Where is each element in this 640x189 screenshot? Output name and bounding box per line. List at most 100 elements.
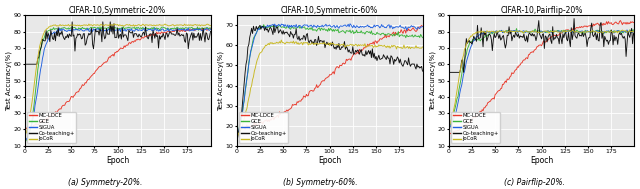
- Co-teaching+: [480, 30, 488, 32]
- JoCoR: [410, 47, 418, 49]
- SIGUA: [615, 30, 623, 32]
- JoCoR: [22, 133, 29, 135]
- GCE: [22, 140, 29, 142]
- SIGUA: [419, 26, 426, 28]
- JoCoR: [495, 30, 502, 32]
- Title: CIFAR-10,Symmetric-60%: CIFAR-10,Symmetric-60%: [281, 5, 378, 15]
- SIGUA: [245, 63, 253, 66]
- GCE: [192, 28, 200, 30]
- GCE: [457, 79, 465, 81]
- Title: CIFAR-10,Pairflip-20%: CIFAR-10,Pairflip-20%: [500, 5, 583, 15]
- JoCoR: [192, 23, 200, 26]
- X-axis label: Epoch: Epoch: [318, 156, 341, 165]
- Text: (a) Symmetry-20%.: (a) Symmetry-20%.: [68, 178, 143, 187]
- Legend: MC-LDCE, GCE, SIGUA, Co-teaching+, JoCoR: MC-LDCE, GCE, SIGUA, Co-teaching+, JoCoR: [28, 112, 76, 143]
- GCE: [446, 125, 454, 128]
- JoCoR: [29, 92, 37, 94]
- Co-teaching+: [622, 55, 630, 58]
- SIGUA: [495, 30, 502, 33]
- JoCoR: [284, 42, 292, 44]
- SIGUA: [55, 27, 63, 29]
- X-axis label: Epoch: Epoch: [530, 156, 553, 165]
- MC-LDCE: [615, 23, 623, 25]
- Co-teaching+: [207, 30, 214, 33]
- MC-LDCE: [446, 133, 454, 135]
- GCE: [269, 26, 277, 28]
- GCE: [56, 27, 64, 30]
- JoCoR: [56, 23, 64, 26]
- JoCoR: [71, 24, 79, 26]
- Co-teaching+: [410, 63, 418, 65]
- MC-LDCE: [410, 28, 418, 31]
- SIGUA: [630, 30, 638, 32]
- Legend: MC-LDCE, GCE, SIGUA, Co-teaching+, JoCoR: MC-LDCE, GCE, SIGUA, Co-teaching+, JoCoR: [239, 112, 289, 143]
- Line: MC-LDCE: MC-LDCE: [26, 28, 211, 129]
- JoCoR: [241, 115, 249, 117]
- MC-LDCE: [404, 30, 412, 32]
- MC-LDCE: [29, 125, 37, 127]
- Co-teaching+: [72, 37, 80, 40]
- GCE: [207, 27, 214, 29]
- Y-axis label: Test Accuracy(%): Test Accuracy(%): [429, 50, 436, 111]
- SIGUA: [268, 24, 276, 26]
- Co-teaching+: [446, 71, 454, 74]
- SIGUA: [30, 113, 38, 115]
- Co-teaching+: [33, 63, 41, 65]
- Line: MC-LDCE: MC-LDCE: [450, 21, 634, 134]
- GCE: [241, 91, 249, 93]
- Line: Co-teaching+: Co-teaching+: [237, 25, 422, 138]
- JoCoR: [446, 124, 454, 126]
- GCE: [419, 36, 426, 39]
- Co-teaching+: [192, 35, 200, 38]
- Co-teaching+: [270, 24, 278, 26]
- GCE: [480, 36, 488, 39]
- SIGUA: [623, 29, 631, 31]
- SIGUA: [58, 29, 66, 32]
- JoCoR: [618, 29, 626, 31]
- Co-teaching+: [234, 136, 241, 139]
- GCE: [284, 26, 292, 28]
- Line: Co-teaching+: Co-teaching+: [26, 22, 211, 64]
- SIGUA: [73, 29, 81, 31]
- Legend: MC-LDCE, GCE, SIGUA, Co-teaching+, JoCoR: MC-LDCE, GCE, SIGUA, Co-teaching+, JoCoR: [451, 112, 500, 143]
- Co-teaching+: [22, 63, 29, 65]
- Co-teaching+: [495, 37, 502, 40]
- SIGUA: [410, 26, 418, 28]
- Co-teaching+: [630, 34, 638, 37]
- SIGUA: [234, 133, 241, 135]
- Text: (c) Pairflip-20%.: (c) Pairflip-20%.: [504, 178, 565, 187]
- GCE: [198, 27, 206, 29]
- SIGUA: [621, 31, 629, 33]
- MC-LDCE: [284, 110, 292, 112]
- Co-teaching+: [29, 63, 37, 65]
- GCE: [33, 77, 41, 79]
- JoCoR: [198, 24, 206, 26]
- SIGUA: [34, 88, 42, 90]
- GCE: [616, 31, 623, 33]
- SIGUA: [457, 87, 465, 90]
- Co-teaching+: [68, 21, 76, 23]
- GCE: [513, 27, 520, 30]
- Co-teaching+: [56, 32, 64, 34]
- MC-LDCE: [242, 125, 250, 128]
- JoCoR: [453, 90, 461, 92]
- Line: GCE: GCE: [26, 27, 211, 141]
- Co-teaching+: [404, 64, 412, 66]
- X-axis label: Epoch: Epoch: [106, 156, 129, 165]
- Co-teaching+: [457, 67, 465, 69]
- Y-axis label: Test Accuracy(%): Test Accuracy(%): [218, 50, 224, 111]
- MC-LDCE: [457, 126, 465, 128]
- SIGUA: [207, 28, 214, 30]
- SIGUA: [22, 137, 29, 139]
- MC-LDCE: [418, 24, 426, 27]
- MC-LDCE: [22, 127, 29, 130]
- SIGUA: [480, 32, 488, 34]
- Line: JoCoR: JoCoR: [237, 40, 422, 136]
- SIGUA: [241, 90, 249, 92]
- Line: SIGUA: SIGUA: [450, 30, 634, 128]
- JoCoR: [33, 63, 41, 65]
- JoCoR: [480, 30, 488, 33]
- MC-LDCE: [56, 108, 64, 110]
- MC-LDCE: [195, 27, 202, 29]
- GCE: [71, 26, 79, 29]
